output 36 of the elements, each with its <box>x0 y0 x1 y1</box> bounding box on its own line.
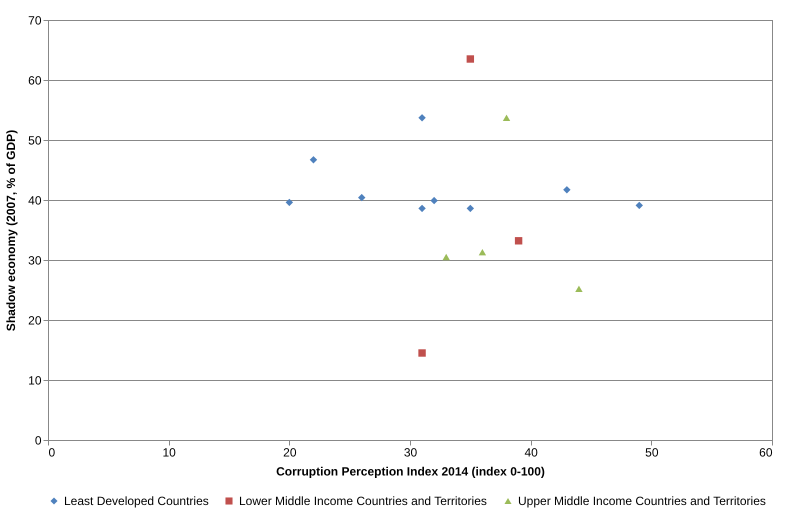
point <box>418 349 426 357</box>
x-tick-label: 30 <box>404 446 418 460</box>
y-tick-label: 30 <box>28 254 42 268</box>
point <box>636 202 643 210</box>
x-tick-label: 20 <box>283 446 297 460</box>
x-tick-label: 10 <box>162 446 176 460</box>
x-tick-label: 50 <box>645 446 659 460</box>
y-tick-label: 70 <box>28 14 42 28</box>
legend-label: Lower Middle Income Countries and Territories <box>239 494 487 508</box>
point <box>478 248 486 256</box>
point <box>563 186 571 194</box>
y-tick-label: 40 <box>28 194 42 208</box>
point <box>418 114 426 122</box>
x-tick-label: 0 <box>48 446 56 460</box>
y-tick-label: 20 <box>28 314 42 328</box>
y-axis-title: Shadow economy (2007, % of GDP) <box>4 130 18 332</box>
point <box>418 204 426 212</box>
y-tick-label: 50 <box>28 134 42 148</box>
point <box>466 204 474 212</box>
point <box>430 196 438 204</box>
point <box>466 55 474 63</box>
y-tick-label: 60 <box>28 74 42 88</box>
point <box>502 114 510 122</box>
point <box>286 198 294 206</box>
x-tick-label: 60 <box>759 446 773 460</box>
x-tick-label: 40 <box>524 446 538 460</box>
legend-label: Least Developed Countries <box>64 494 209 508</box>
point <box>310 156 318 164</box>
point <box>514 237 522 245</box>
y-tick-label: 10 <box>28 374 42 388</box>
point <box>442 254 450 260</box>
y-tick-label: 0 <box>34 434 42 448</box>
x-axis-title: Corruption Perception Index 2014 (index 0-100) <box>276 464 545 478</box>
point <box>575 286 583 292</box>
legend-label: Upper Middle Income Countries and Territories <box>518 494 766 508</box>
point <box>358 194 366 202</box>
